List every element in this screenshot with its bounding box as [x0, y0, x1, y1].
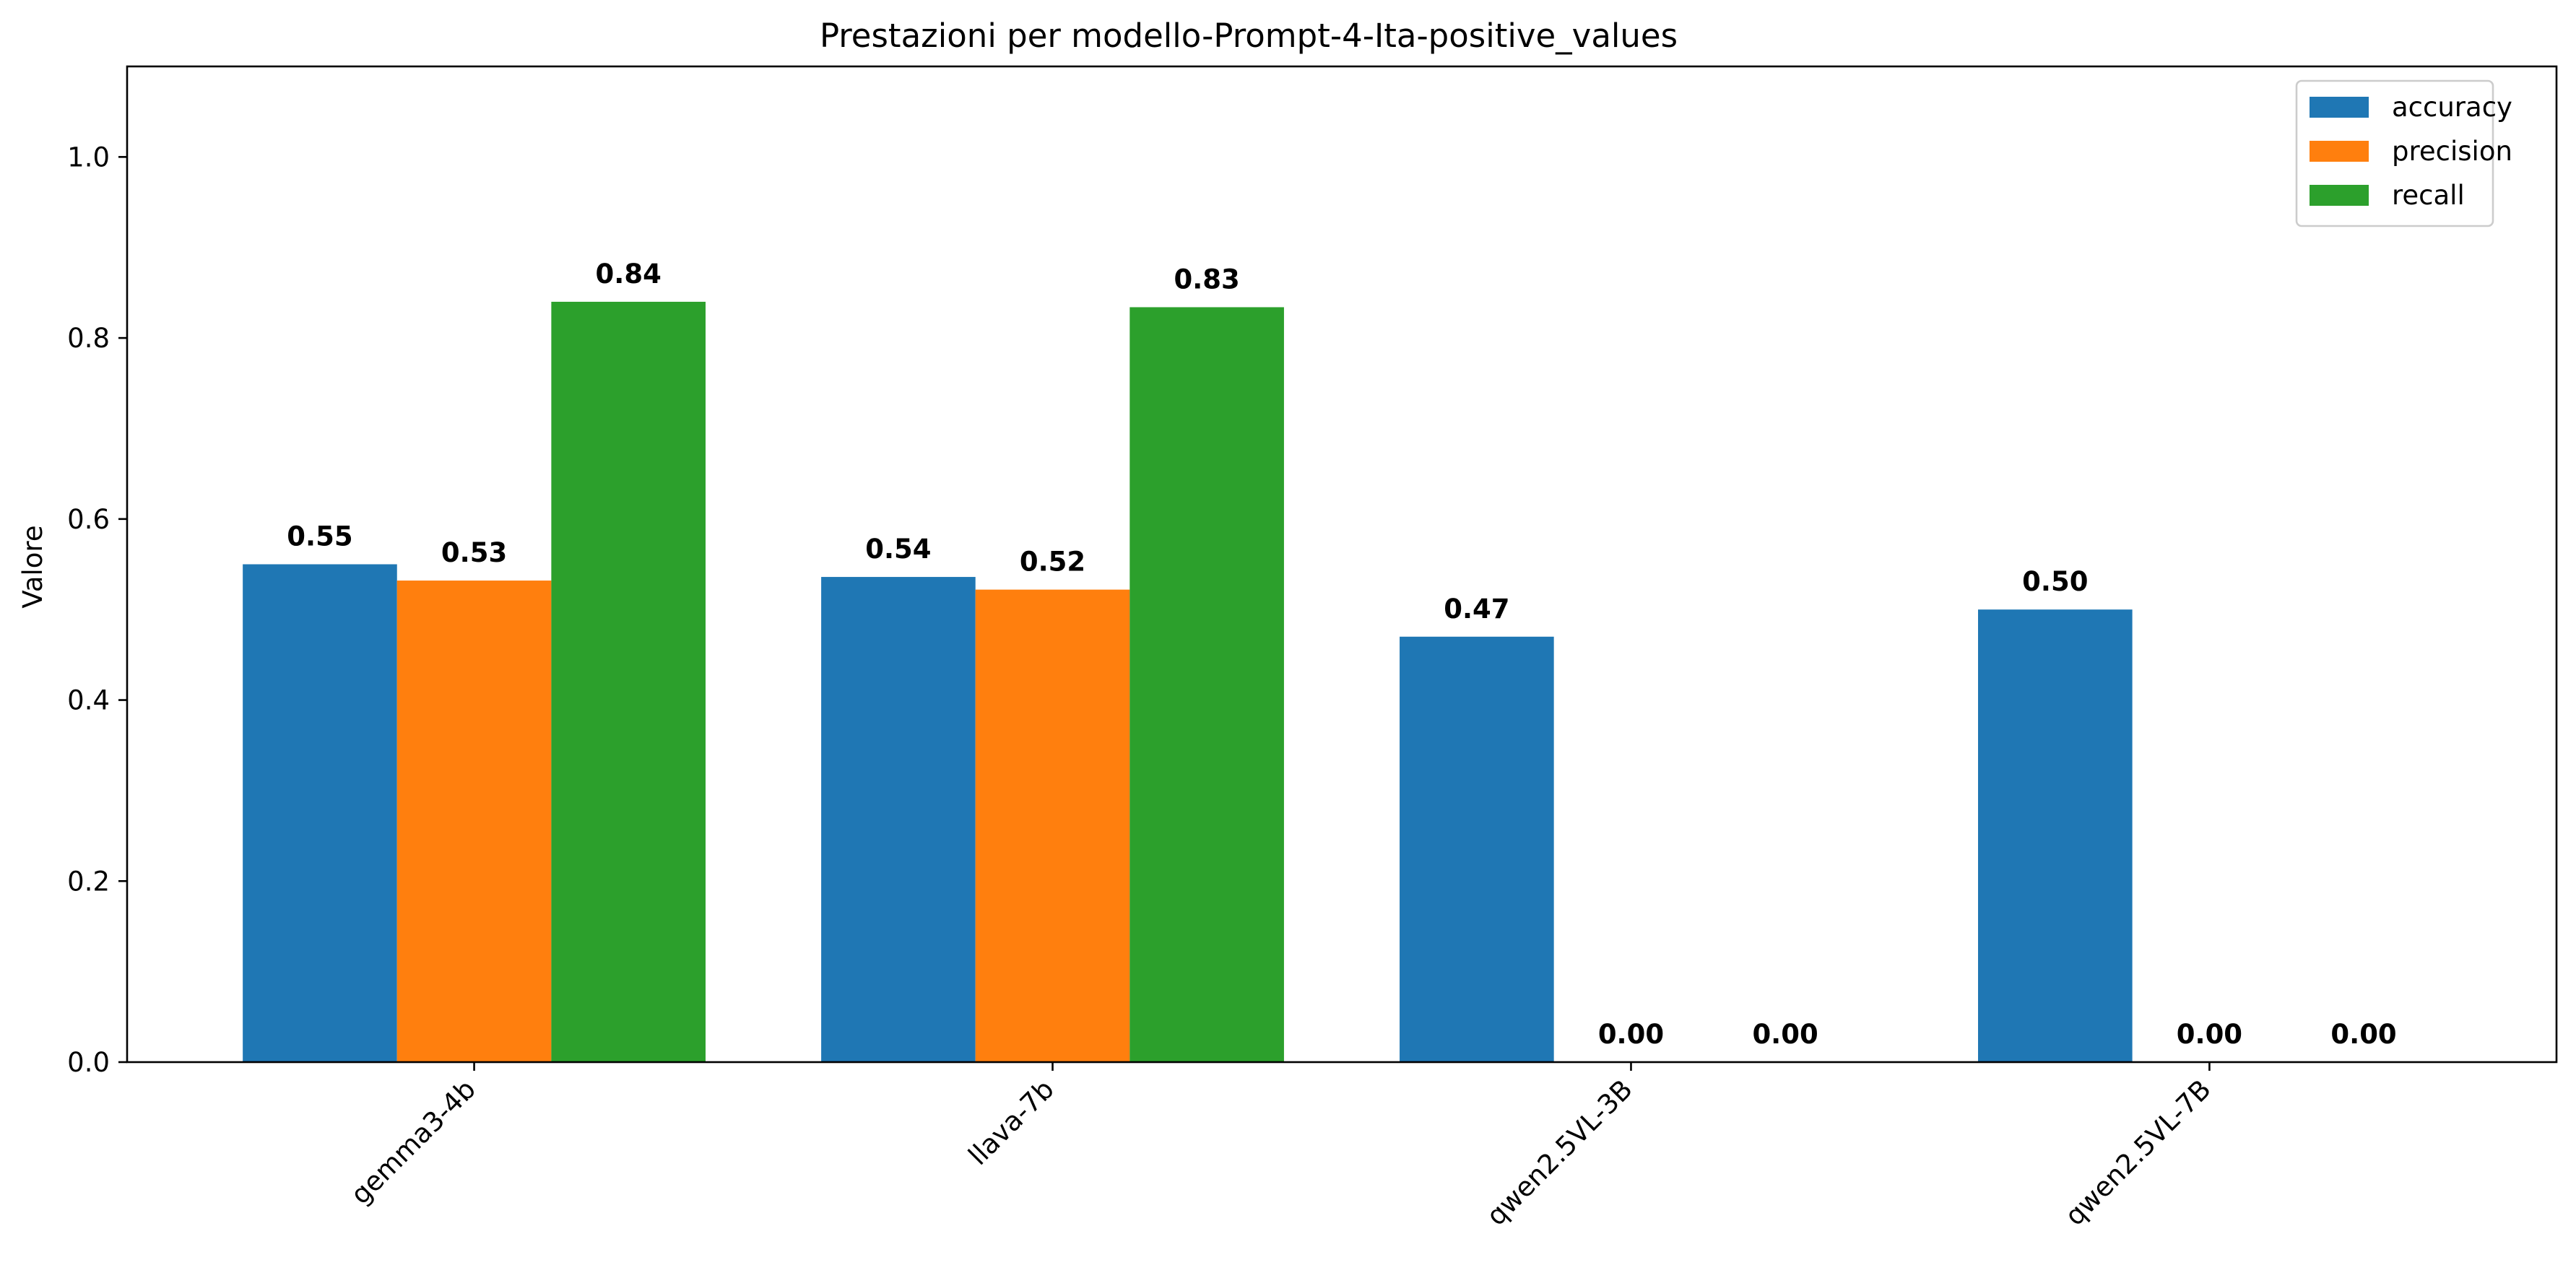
value-label-precision-qwen2.5VL-3B: 0.00 — [1598, 1019, 1664, 1050]
y-tick-label: 0.6 — [67, 504, 110, 535]
value-label-accuracy-qwen2.5VL-3B: 0.47 — [1444, 594, 1509, 625]
bar-recall-llava-7b — [1129, 307, 1284, 1062]
value-label-accuracy-llava-7b: 0.54 — [865, 534, 931, 565]
value-label-precision-llava-7b: 0.52 — [1020, 547, 1085, 578]
bar-accuracy-gemma3-4b — [243, 564, 397, 1062]
y-tick-label: 0.0 — [67, 1047, 110, 1078]
y-axis-label: Valore — [17, 525, 48, 608]
value-label-recall-qwen2.5VL-7B: 0.00 — [2330, 1019, 2396, 1050]
bars-group — [243, 301, 2133, 1063]
legend-swatch-accuracy — [2310, 97, 2369, 118]
value-label-precision-gemma3-4b: 0.53 — [441, 537, 507, 568]
value-label-accuracy-qwen2.5VL-7B: 0.50 — [2022, 566, 2088, 597]
y-tick-label: 0.8 — [67, 323, 110, 354]
chart-title: Prestazioni per modello-Prompt-4-Ita-pos… — [820, 17, 1678, 55]
value-label-recall-qwen2.5VL-3B: 0.00 — [1752, 1019, 1818, 1050]
value-label-precision-qwen2.5VL-7B: 0.00 — [2177, 1019, 2242, 1050]
bar-precision-llava-7b — [975, 589, 1130, 1062]
value-labels-group: 0.55 0.54 0.47 0.50 0.53 0.52 0.00 0.00 0.84 0.83… — [287, 258, 2396, 1050]
bar-precision-gemma3-4b — [396, 581, 552, 1062]
legend: accuracy precision recall — [2295, 79, 2512, 227]
bar-accuracy-llava-7b — [821, 577, 976, 1062]
legend-swatch-precision — [2310, 141, 2369, 162]
bar-recall-gemma3-4b — [551, 301, 706, 1063]
bar-accuracy-qwen2.5VL-3B — [1400, 636, 1554, 1062]
legend-label-recall: recall — [2392, 180, 2465, 211]
plot-frame — [126, 65, 2558, 1064]
legend-label-accuracy: accuracy — [2392, 92, 2512, 123]
y-tick-label: 0.4 — [67, 685, 110, 716]
y-tick-label: 0.2 — [67, 866, 110, 897]
legend-label-precision: precision — [2392, 136, 2512, 167]
value-label-recall-llava-7b: 0.83 — [1174, 264, 1239, 295]
legend-swatch-recall — [2310, 185, 2369, 206]
value-label-recall-gemma3-4b: 0.84 — [596, 258, 662, 290]
value-label-accuracy-gemma3-4b: 0.55 — [287, 521, 352, 552]
y-axis-ticks: 0.0 0.2 0.4 0.6 0.8 1.0 — [67, 142, 127, 1078]
bar-accuracy-qwen2.5VL-7B — [1978, 609, 2133, 1062]
y-tick-label: 1.0 — [67, 142, 110, 173]
